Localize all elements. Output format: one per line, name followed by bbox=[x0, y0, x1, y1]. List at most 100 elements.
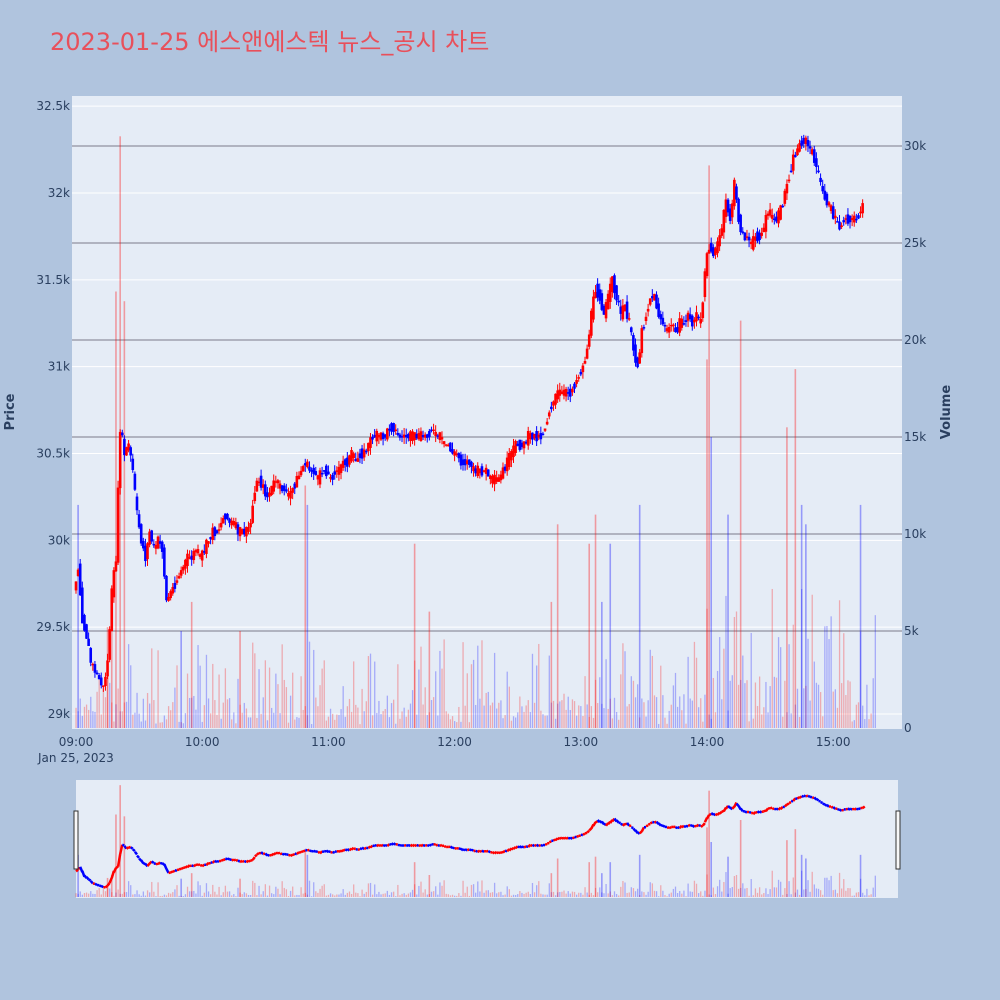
volume-bar bbox=[451, 716, 454, 728]
volume-bar bbox=[857, 702, 860, 728]
candle-body bbox=[270, 485, 273, 495]
candle-body bbox=[535, 431, 538, 442]
mini-volume-bar bbox=[655, 891, 658, 897]
mini-price-segment bbox=[231, 858, 235, 862]
volume-bar bbox=[798, 716, 801, 728]
volume-tick-label: 5k bbox=[904, 624, 919, 638]
volume-bar bbox=[504, 715, 506, 728]
candle-body bbox=[221, 518, 225, 524]
mini-volume-bar bbox=[262, 891, 264, 897]
mini-volume-bar bbox=[304, 851, 307, 897]
candle-body bbox=[644, 316, 648, 322]
mini-volume-bar bbox=[313, 882, 315, 897]
mini-volume-bar bbox=[771, 870, 773, 897]
volume-bar bbox=[256, 717, 258, 728]
candle-body bbox=[632, 335, 635, 351]
mini-volume-bar bbox=[77, 854, 79, 897]
mini-volume-bar bbox=[243, 892, 245, 897]
mini-volume-bar bbox=[594, 887, 597, 897]
volume-bar bbox=[365, 701, 367, 728]
range-slider-right-handle[interactable] bbox=[895, 810, 901, 870]
mini-volume-bar bbox=[279, 894, 281, 897]
volume-bar bbox=[527, 700, 529, 728]
mini-price-segment bbox=[677, 826, 681, 830]
mini-price-segment bbox=[170, 870, 174, 874]
candle-body bbox=[497, 477, 501, 482]
candle-body bbox=[638, 352, 641, 364]
candle-body bbox=[669, 324, 673, 327]
volume-bar bbox=[546, 715, 548, 728]
volume-bar bbox=[155, 723, 157, 728]
mini-volume-bar bbox=[582, 894, 584, 897]
mini-price-segment bbox=[481, 849, 485, 854]
mini-volume-bar bbox=[588, 862, 591, 897]
mini-volume-bar bbox=[443, 880, 445, 897]
volume-bar bbox=[533, 702, 536, 728]
candle-body bbox=[226, 513, 229, 519]
mini-volume-bar bbox=[260, 894, 262, 897]
mini-volume-bar bbox=[695, 883, 698, 897]
candle-body bbox=[749, 241, 753, 245]
range-slider-area[interactable] bbox=[76, 780, 898, 898]
price-tick-label: 30k bbox=[48, 533, 70, 547]
mini-volume-bar bbox=[605, 884, 607, 897]
candle-body bbox=[415, 433, 419, 439]
volume-bar bbox=[454, 721, 456, 728]
volume-bar bbox=[811, 594, 813, 728]
candle-body bbox=[789, 170, 793, 173]
mini-volume-bar bbox=[550, 873, 553, 897]
candle-body bbox=[213, 527, 217, 537]
volume-bar bbox=[599, 677, 601, 728]
mini-volume-bar bbox=[689, 891, 691, 897]
mini-price-segment bbox=[357, 847, 361, 851]
candle-body bbox=[709, 242, 713, 252]
mini-volume-bar bbox=[679, 891, 681, 897]
volume-bar bbox=[851, 721, 853, 728]
candle-body bbox=[346, 457, 349, 467]
volume-bar bbox=[542, 714, 544, 728]
mini-volume-bar bbox=[739, 820, 742, 897]
candle-body bbox=[144, 545, 147, 562]
volume-bar bbox=[706, 359, 708, 728]
candle-body bbox=[165, 575, 168, 601]
volume-bar bbox=[395, 723, 397, 728]
range-slider-left-handle[interactable] bbox=[73, 810, 79, 870]
volume-bar bbox=[809, 700, 811, 728]
mini-volume-bar bbox=[807, 880, 809, 897]
volume-bar bbox=[342, 686, 344, 728]
mini-volume-bar bbox=[127, 881, 130, 897]
mini-price-segment bbox=[703, 817, 709, 823]
candle-body bbox=[625, 301, 629, 319]
volume-bar bbox=[317, 706, 319, 728]
mini-volume-bar bbox=[390, 892, 393, 897]
mini-price-segment bbox=[420, 843, 424, 848]
mini-volume-bar bbox=[500, 891, 502, 897]
candle-body bbox=[247, 527, 250, 532]
volume-bar bbox=[645, 716, 647, 728]
mini-volume-bar bbox=[283, 887, 285, 897]
mini-price-segment bbox=[538, 843, 542, 847]
mini-volume-bar bbox=[601, 892, 603, 897]
mini-volume-bar bbox=[430, 891, 433, 897]
volume-bar bbox=[296, 717, 298, 728]
mini-volume-bar bbox=[710, 842, 713, 897]
mini-volume-bar bbox=[119, 893, 121, 897]
volume-bar bbox=[531, 653, 534, 728]
volume-bar bbox=[586, 704, 588, 728]
mini-volume-bar bbox=[805, 858, 807, 897]
volume-bar bbox=[638, 504, 641, 728]
volume-bar bbox=[761, 714, 763, 728]
mini-price-segment bbox=[700, 824, 704, 828]
candle-body bbox=[158, 541, 162, 544]
volume-bar bbox=[424, 687, 426, 728]
volume-bar bbox=[538, 643, 540, 728]
mini-price-segment bbox=[681, 824, 685, 829]
volume-bar bbox=[466, 673, 468, 728]
volume-bar bbox=[411, 690, 414, 728]
mini-price-segment bbox=[548, 840, 552, 844]
volume-bar bbox=[165, 719, 168, 728]
volume-bar bbox=[815, 682, 818, 728]
mini-volume-bar bbox=[767, 894, 769, 897]
candle-body bbox=[312, 467, 315, 474]
mini-volume-bar bbox=[397, 884, 399, 897]
